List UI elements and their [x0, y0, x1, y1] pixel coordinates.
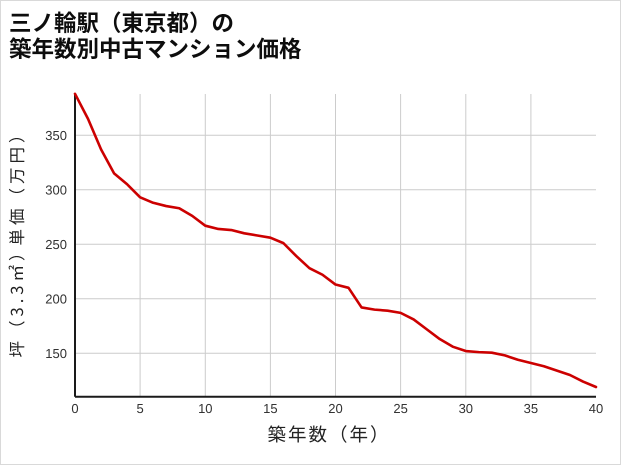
svg-text:10: 10 [198, 401, 212, 416]
svg-text:150: 150 [45, 346, 67, 361]
svg-text:30: 30 [459, 401, 473, 416]
svg-text:35: 35 [524, 401, 538, 416]
svg-text:20: 20 [328, 401, 342, 416]
svg-text:15: 15 [263, 401, 277, 416]
svg-text:40: 40 [589, 401, 603, 416]
svg-text:300: 300 [45, 183, 67, 198]
svg-text:単価（万円）: 単価（万円） [4, 123, 28, 246]
svg-text:0: 0 [71, 401, 78, 416]
svg-text:350: 350 [45, 128, 67, 143]
svg-text:25: 25 [393, 401, 407, 416]
svg-text:250: 250 [45, 237, 67, 252]
svg-text:200: 200 [45, 292, 67, 307]
svg-text:築年数（年）: 築年数（年） [267, 421, 390, 447]
svg-text:坪（3.3㎡）: 坪（3.3㎡） [4, 241, 28, 358]
svg-text:5: 5 [136, 401, 143, 416]
